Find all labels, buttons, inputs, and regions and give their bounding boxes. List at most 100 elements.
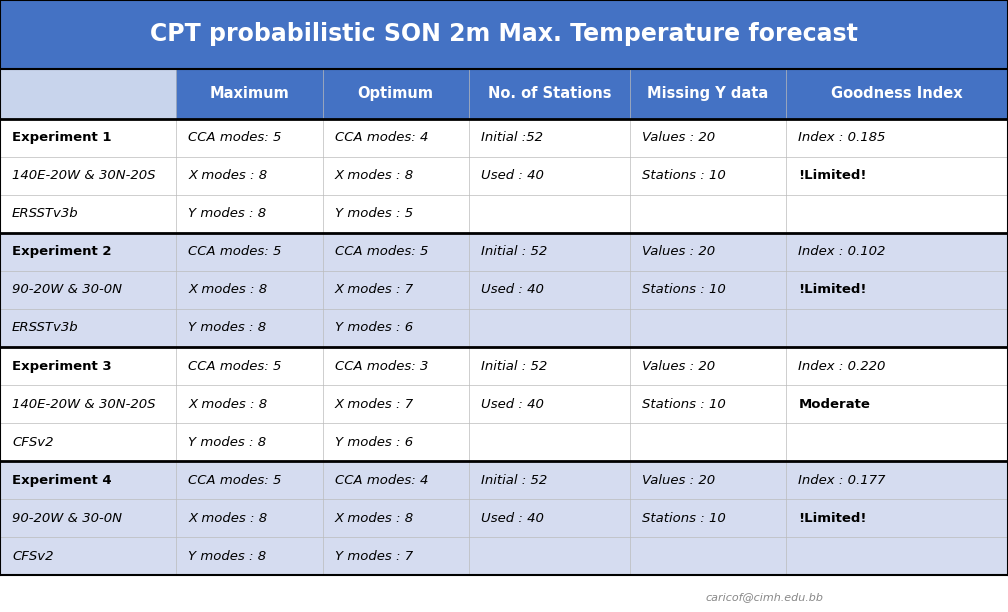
Bar (176, 347, 323, 385)
Text: Goodness Index: Goodness Index (832, 86, 963, 101)
Text: Y modes : 5: Y modes : 5 (335, 207, 413, 220)
Text: Y modes : 6: Y modes : 6 (335, 436, 413, 449)
Text: ERSSTv3b: ERSSTv3b (12, 321, 79, 335)
Text: No. of Stations: No. of Stations (488, 86, 611, 101)
Bar (323, 499, 469, 537)
Text: Index : 0.185: Index : 0.185 (798, 131, 886, 144)
Bar (176, 195, 323, 233)
Text: !Limited!: !Limited! (798, 283, 867, 296)
Text: Used : 40: Used : 40 (481, 170, 543, 182)
Bar (469, 309, 630, 347)
Text: Initial : 52: Initial : 52 (481, 245, 547, 258)
Bar (0, 537, 176, 575)
Text: caricof@cimh.edu.bb: caricof@cimh.edu.bb (706, 592, 824, 602)
Bar (0, 69, 176, 119)
Text: Values : 20: Values : 20 (642, 359, 716, 373)
Bar (630, 385, 786, 423)
Bar (469, 157, 630, 195)
Text: CCA modes: 4: CCA modes: 4 (335, 474, 428, 487)
Bar (469, 119, 630, 157)
Bar (786, 499, 1008, 537)
Bar (0, 157, 176, 195)
Text: 140E-20W & 30N-20S: 140E-20W & 30N-20S (12, 170, 155, 182)
Text: CCA modes: 5: CCA modes: 5 (188, 245, 282, 258)
Text: Used : 40: Used : 40 (481, 283, 543, 296)
Bar (323, 347, 469, 385)
Bar (0, 423, 176, 461)
Text: Initial : 52: Initial : 52 (481, 359, 547, 373)
Text: Stations : 10: Stations : 10 (642, 512, 726, 524)
Bar (630, 347, 786, 385)
Text: Stations : 10: Stations : 10 (642, 283, 726, 296)
Bar (176, 499, 323, 537)
Text: CCA modes: 5: CCA modes: 5 (188, 131, 282, 144)
Bar (630, 309, 786, 347)
Text: Index : 0.102: Index : 0.102 (798, 245, 886, 258)
Bar (630, 461, 786, 499)
Text: CCA modes: 3: CCA modes: 3 (335, 359, 428, 373)
Bar (323, 271, 469, 309)
Bar (0, 271, 176, 309)
Text: X modes : 8: X modes : 8 (335, 170, 413, 182)
Bar (323, 385, 469, 423)
Text: Missing Y data: Missing Y data (647, 86, 769, 101)
Text: Experiment 2: Experiment 2 (12, 245, 112, 258)
Text: Y modes : 7: Y modes : 7 (335, 550, 413, 563)
Text: Y modes : 8: Y modes : 8 (188, 207, 267, 220)
Bar (176, 461, 323, 499)
Text: CFSv2: CFSv2 (12, 550, 53, 563)
Bar (786, 195, 1008, 233)
Text: X modes : 8: X modes : 8 (188, 170, 267, 182)
Bar (630, 195, 786, 233)
Bar (786, 157, 1008, 195)
Text: Initial :52: Initial :52 (481, 131, 543, 144)
Text: Stations : 10: Stations : 10 (642, 170, 726, 182)
Text: Values : 20: Values : 20 (642, 131, 716, 144)
Bar (630, 271, 786, 309)
Text: Y modes : 6: Y modes : 6 (335, 321, 413, 335)
Text: 140E-20W & 30N-20S: 140E-20W & 30N-20S (12, 398, 155, 411)
Bar (469, 537, 630, 575)
Bar (469, 233, 630, 271)
Text: Values : 20: Values : 20 (642, 245, 716, 258)
Text: Values : 20: Values : 20 (642, 474, 716, 487)
Bar (176, 157, 323, 195)
Text: CPT probabilistic SON 2m Max. Temperature forecast: CPT probabilistic SON 2m Max. Temperatur… (150, 22, 858, 47)
Bar (323, 233, 469, 271)
Bar (176, 423, 323, 461)
Bar (176, 309, 323, 347)
Bar (176, 119, 323, 157)
Bar (0, 461, 176, 499)
Bar (630, 423, 786, 461)
Text: Experiment 3: Experiment 3 (12, 359, 112, 373)
Text: X modes : 7: X modes : 7 (335, 398, 413, 411)
Bar (786, 233, 1008, 271)
Bar (469, 385, 630, 423)
Text: Experiment 4: Experiment 4 (12, 474, 112, 487)
Text: X modes : 8: X modes : 8 (188, 398, 267, 411)
Bar (630, 233, 786, 271)
Text: X modes : 8: X modes : 8 (335, 512, 413, 524)
Bar (786, 461, 1008, 499)
Bar (469, 271, 630, 309)
Bar (469, 461, 630, 499)
Text: !Limited!: !Limited! (798, 512, 867, 524)
Bar (630, 157, 786, 195)
Bar (469, 423, 630, 461)
Text: Maximum: Maximum (210, 86, 289, 101)
Text: CCA modes: 4: CCA modes: 4 (335, 131, 428, 144)
Text: CCA modes: 5: CCA modes: 5 (188, 474, 282, 487)
Text: Y modes : 8: Y modes : 8 (188, 321, 267, 335)
Text: X modes : 7: X modes : 7 (335, 283, 413, 296)
Text: Experiment 1: Experiment 1 (12, 131, 112, 144)
Text: X modes : 8: X modes : 8 (188, 283, 267, 296)
Bar (469, 195, 630, 233)
Text: Y modes : 8: Y modes : 8 (188, 436, 267, 449)
Text: Index : 0.220: Index : 0.220 (798, 359, 886, 373)
Bar (0, 233, 176, 271)
Bar (469, 69, 630, 119)
Bar (786, 271, 1008, 309)
Bar (176, 233, 323, 271)
Text: Stations : 10: Stations : 10 (642, 398, 726, 411)
Bar (323, 309, 469, 347)
